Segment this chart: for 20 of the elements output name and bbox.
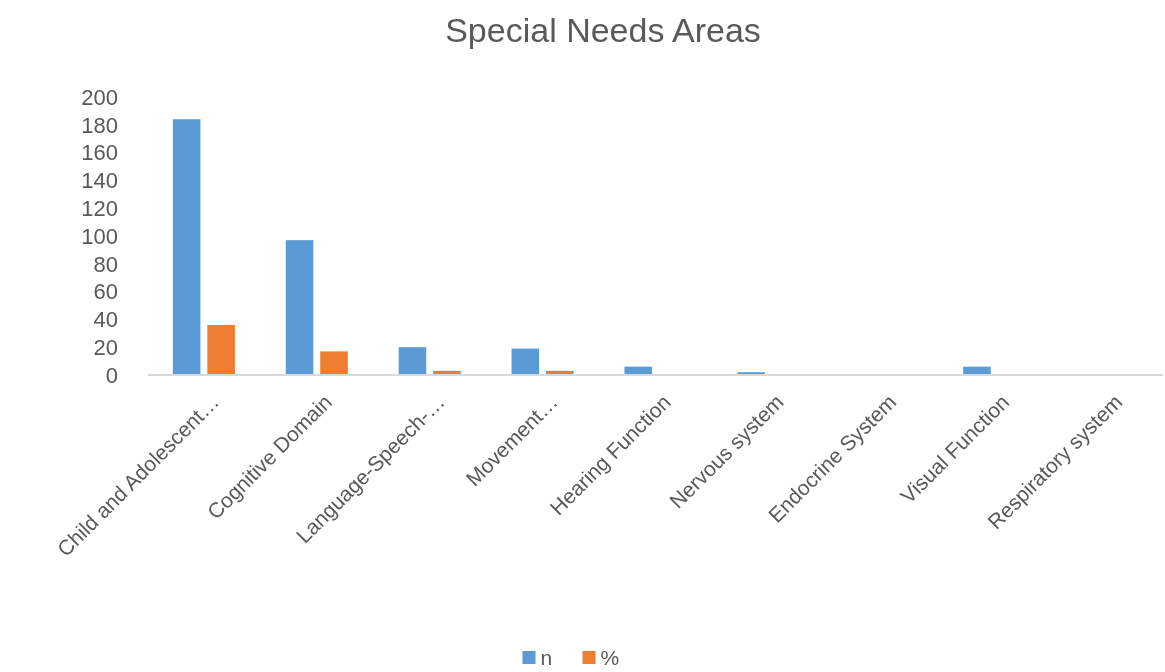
y-tick-label: 40 — [93, 307, 118, 333]
bar — [285, 240, 314, 375]
bar — [172, 119, 201, 375]
y-tick-label: 80 — [93, 251, 118, 277]
bar — [511, 348, 540, 375]
y-tick-label: 200 — [81, 84, 118, 110]
chart-title: Special Needs Areas — [445, 11, 761, 49]
y-tick-label: 180 — [81, 112, 118, 138]
bar — [398, 347, 427, 375]
y-tick-label: 120 — [81, 195, 118, 221]
legend-label: n — [540, 646, 553, 670]
y-tick-label: 160 — [81, 140, 118, 166]
y-tick-label: 20 — [93, 334, 118, 360]
y-tick-label: 0 — [105, 362, 118, 388]
bar — [207, 324, 235, 375]
bar — [320, 351, 348, 375]
y-tick-label: 100 — [81, 223, 118, 249]
legend-label: % — [600, 646, 620, 670]
y-tick-label: 60 — [93, 279, 118, 305]
y-tick-label: 140 — [81, 168, 118, 194]
